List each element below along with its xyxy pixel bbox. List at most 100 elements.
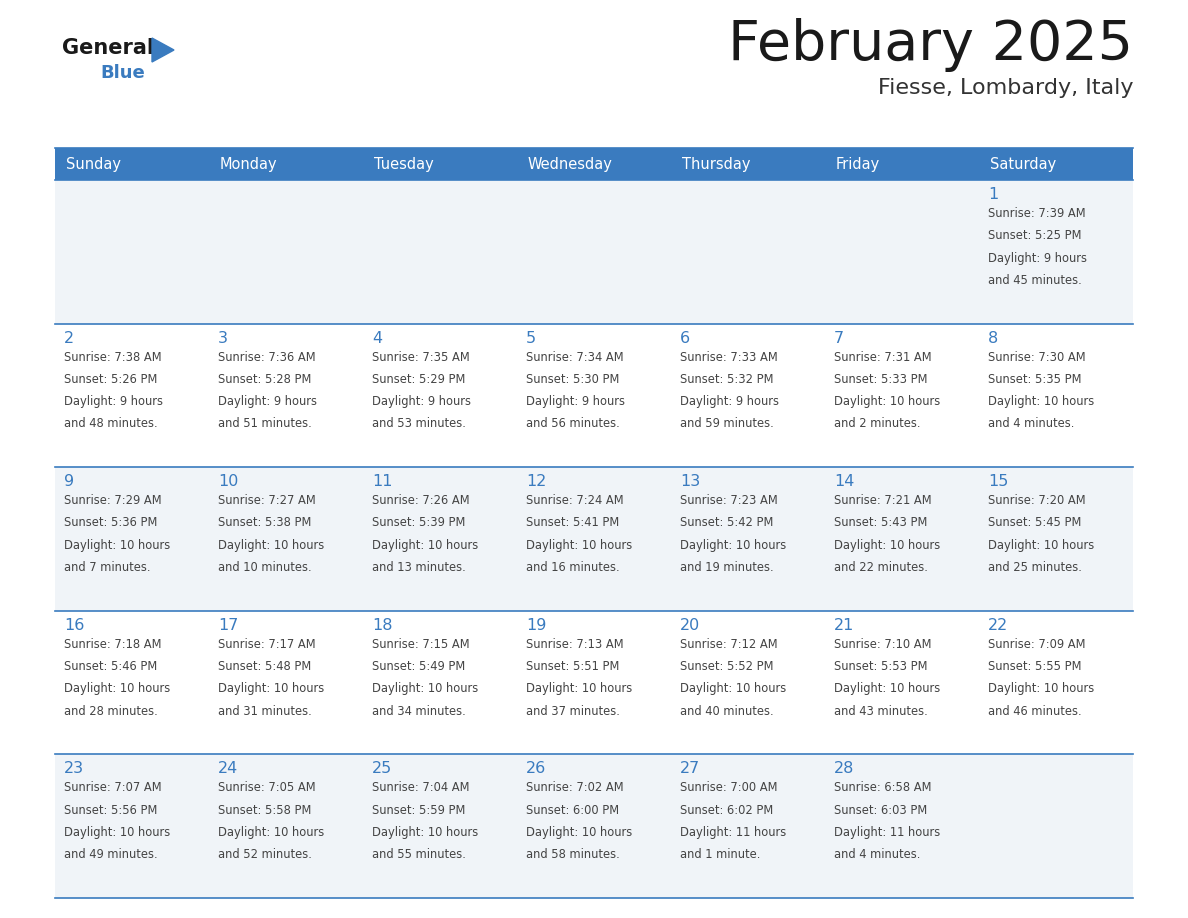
Text: 7: 7 xyxy=(834,330,845,345)
Text: and 7 minutes.: and 7 minutes. xyxy=(64,561,151,574)
Bar xyxy=(55,610,209,755)
Text: Daylight: 10 hours: Daylight: 10 hours xyxy=(834,682,941,695)
Text: 27: 27 xyxy=(681,761,701,777)
Text: and 28 minutes.: and 28 minutes. xyxy=(64,705,158,718)
Text: 23: 23 xyxy=(64,761,84,777)
Text: Daylight: 10 hours: Daylight: 10 hours xyxy=(988,539,1094,552)
Text: Sunrise: 7:10 AM: Sunrise: 7:10 AM xyxy=(834,638,931,651)
Bar xyxy=(209,180,364,324)
Text: Sunset: 6:03 PM: Sunset: 6:03 PM xyxy=(834,803,928,817)
Text: Sunset: 5:53 PM: Sunset: 5:53 PM xyxy=(834,660,928,673)
Text: and 48 minutes.: and 48 minutes. xyxy=(64,418,158,431)
Text: Wednesday: Wednesday xyxy=(527,156,613,172)
Text: 26: 26 xyxy=(526,761,546,777)
Text: Daylight: 10 hours: Daylight: 10 hours xyxy=(64,682,171,695)
Text: Thursday: Thursday xyxy=(682,156,751,172)
Text: 4: 4 xyxy=(372,330,383,345)
Text: Sunset: 5:30 PM: Sunset: 5:30 PM xyxy=(526,373,620,386)
Text: Sunrise: 7:31 AM: Sunrise: 7:31 AM xyxy=(834,351,931,364)
Text: 3: 3 xyxy=(219,330,228,345)
Text: Sunset: 5:48 PM: Sunset: 5:48 PM xyxy=(219,660,311,673)
Bar xyxy=(209,610,364,755)
Text: and 40 minutes.: and 40 minutes. xyxy=(681,705,773,718)
Text: 22: 22 xyxy=(988,618,1009,633)
Text: Sunset: 5:25 PM: Sunset: 5:25 PM xyxy=(988,230,1082,242)
Bar xyxy=(364,610,517,755)
Text: Daylight: 11 hours: Daylight: 11 hours xyxy=(834,826,941,839)
Text: February 2025: February 2025 xyxy=(728,18,1133,72)
Text: Daylight: 9 hours: Daylight: 9 hours xyxy=(219,395,317,409)
Text: Sunset: 5:36 PM: Sunset: 5:36 PM xyxy=(64,517,158,530)
Text: 18: 18 xyxy=(372,618,393,633)
Text: Sunrise: 7:13 AM: Sunrise: 7:13 AM xyxy=(526,638,624,651)
Bar xyxy=(209,148,364,180)
Text: Daylight: 9 hours: Daylight: 9 hours xyxy=(681,395,779,409)
Bar xyxy=(979,148,1133,180)
Text: and 49 minutes.: and 49 minutes. xyxy=(64,848,158,861)
Bar xyxy=(209,324,364,467)
Bar xyxy=(55,755,209,898)
Text: Daylight: 10 hours: Daylight: 10 hours xyxy=(526,539,632,552)
Bar xyxy=(517,467,671,610)
Bar xyxy=(671,755,824,898)
Bar xyxy=(364,148,517,180)
Bar xyxy=(979,755,1133,898)
Text: Sunrise: 7:00 AM: Sunrise: 7:00 AM xyxy=(681,781,778,794)
Text: Sunrise: 7:02 AM: Sunrise: 7:02 AM xyxy=(526,781,624,794)
Text: and 56 minutes.: and 56 minutes. xyxy=(526,418,620,431)
Text: Sunset: 5:55 PM: Sunset: 5:55 PM xyxy=(988,660,1082,673)
Text: Sunset: 5:32 PM: Sunset: 5:32 PM xyxy=(681,373,773,386)
Text: Sunset: 5:41 PM: Sunset: 5:41 PM xyxy=(526,517,619,530)
Text: Fiesse, Lombardy, Italy: Fiesse, Lombardy, Italy xyxy=(878,78,1133,98)
Text: Sunrise: 7:20 AM: Sunrise: 7:20 AM xyxy=(988,494,1086,508)
Text: 28: 28 xyxy=(834,761,854,777)
Text: Sunset: 5:58 PM: Sunset: 5:58 PM xyxy=(219,803,311,817)
Text: 20: 20 xyxy=(681,618,701,633)
Bar xyxy=(517,324,671,467)
Text: Daylight: 10 hours: Daylight: 10 hours xyxy=(526,826,632,839)
Text: and 55 minutes.: and 55 minutes. xyxy=(372,848,466,861)
Text: Sunrise: 6:58 AM: Sunrise: 6:58 AM xyxy=(834,781,931,794)
Text: and 2 minutes.: and 2 minutes. xyxy=(834,418,921,431)
Text: Sunset: 5:28 PM: Sunset: 5:28 PM xyxy=(219,373,311,386)
Text: Sunset: 5:35 PM: Sunset: 5:35 PM xyxy=(988,373,1082,386)
Text: Sunrise: 7:29 AM: Sunrise: 7:29 AM xyxy=(64,494,162,508)
Polygon shape xyxy=(152,38,173,62)
Text: Sunrise: 7:21 AM: Sunrise: 7:21 AM xyxy=(834,494,931,508)
Text: Daylight: 10 hours: Daylight: 10 hours xyxy=(219,682,324,695)
Text: Daylight: 10 hours: Daylight: 10 hours xyxy=(988,395,1094,409)
Text: Sunset: 5:29 PM: Sunset: 5:29 PM xyxy=(372,373,466,386)
Text: 5: 5 xyxy=(526,330,536,345)
Bar xyxy=(824,755,979,898)
Text: and 58 minutes.: and 58 minutes. xyxy=(526,848,620,861)
Text: and 10 minutes.: and 10 minutes. xyxy=(219,561,312,574)
Text: Sunrise: 7:33 AM: Sunrise: 7:33 AM xyxy=(681,351,778,364)
Text: 17: 17 xyxy=(219,618,239,633)
Text: and 37 minutes.: and 37 minutes. xyxy=(526,705,620,718)
Text: Sunrise: 7:07 AM: Sunrise: 7:07 AM xyxy=(64,781,162,794)
Text: Blue: Blue xyxy=(100,64,145,82)
Text: Sunrise: 7:30 AM: Sunrise: 7:30 AM xyxy=(988,351,1086,364)
Text: and 51 minutes.: and 51 minutes. xyxy=(219,418,312,431)
Text: Sunset: 5:38 PM: Sunset: 5:38 PM xyxy=(219,517,311,530)
Text: Sunrise: 7:39 AM: Sunrise: 7:39 AM xyxy=(988,207,1086,220)
Text: 19: 19 xyxy=(526,618,546,633)
Text: Sunrise: 7:27 AM: Sunrise: 7:27 AM xyxy=(219,494,316,508)
Text: Sunset: 5:49 PM: Sunset: 5:49 PM xyxy=(372,660,466,673)
Text: 6: 6 xyxy=(681,330,690,345)
Text: Sunrise: 7:17 AM: Sunrise: 7:17 AM xyxy=(219,638,316,651)
Text: Sunset: 5:45 PM: Sunset: 5:45 PM xyxy=(988,517,1081,530)
Bar xyxy=(55,324,209,467)
Text: 21: 21 xyxy=(834,618,854,633)
Text: and 34 minutes.: and 34 minutes. xyxy=(372,705,466,718)
Bar xyxy=(979,180,1133,324)
Text: Tuesday: Tuesday xyxy=(374,156,434,172)
Text: Daylight: 10 hours: Daylight: 10 hours xyxy=(64,826,171,839)
Text: Sunrise: 7:05 AM: Sunrise: 7:05 AM xyxy=(219,781,316,794)
Bar xyxy=(979,467,1133,610)
Text: Daylight: 10 hours: Daylight: 10 hours xyxy=(834,539,941,552)
Text: 1: 1 xyxy=(988,187,998,202)
Bar xyxy=(55,180,209,324)
Text: Daylight: 10 hours: Daylight: 10 hours xyxy=(64,539,171,552)
Bar xyxy=(364,467,517,610)
